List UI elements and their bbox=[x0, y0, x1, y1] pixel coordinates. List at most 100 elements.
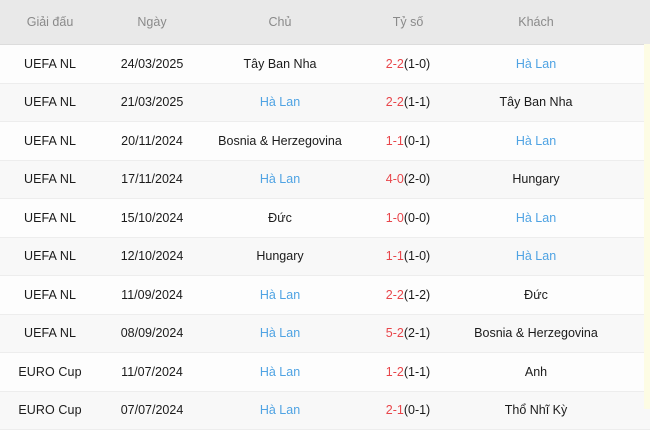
cell-corners: 3-7(0-4) bbox=[612, 391, 650, 430]
cell-date: 08/09/2024 bbox=[100, 314, 204, 353]
home-team-name: Hà Lan bbox=[259, 95, 301, 110]
home-team-name: Hà Lan bbox=[259, 364, 301, 379]
table-header: Giải đấu Ngày Chủ Tỷ số Khách Phạt góc bbox=[0, 0, 650, 45]
score-halftime: (1-2) bbox=[403, 287, 431, 302]
table-row[interactable]: UEFA NL 08/09/2024 Hà Lan 5-2(2-1) Bosnia & … bbox=[0, 314, 650, 353]
cell-score: 1-1(0-1) bbox=[356, 121, 460, 161]
away-team-name: Anh bbox=[524, 364, 548, 379]
cell-date: 24/03/2025 bbox=[100, 44, 204, 84]
away-team-name: Bosnia & Herzegovina bbox=[474, 326, 598, 341]
away-team-name: Đức bbox=[524, 287, 548, 302]
home-team-name: Tây Ban Nha bbox=[243, 56, 317, 71]
cell-home-team: Hà Lan bbox=[204, 83, 356, 122]
column-header-date: Ngày bbox=[100, 0, 204, 45]
cell-score: 2-1(0-1) bbox=[356, 391, 460, 430]
score-halftime: (1-0) bbox=[403, 56, 431, 71]
cell-score: 1-0(0-0) bbox=[356, 198, 460, 238]
cell-date: 07/07/2024 bbox=[100, 391, 204, 430]
score-halftime: (0-1) bbox=[403, 133, 431, 148]
cell-score: 2-2(1-1) bbox=[356, 83, 460, 122]
score-halftime: (0-0) bbox=[403, 210, 431, 225]
table-row[interactable]: UEFA NL 20/11/2024 Bosnia & Herzegovina 1-1… bbox=[0, 121, 650, 161]
score-fulltime: 2-2 bbox=[385, 95, 404, 110]
score-fulltime: 2-2 bbox=[385, 287, 404, 302]
table-header-row: Giải đấu Ngày Chủ Tỷ số Khách Phạt góc bbox=[0, 0, 650, 45]
home-team-name: Bosnia & Herzegovina bbox=[218, 133, 342, 148]
score-fulltime: 2-2 bbox=[385, 56, 404, 71]
cell-corners: 3-0(1-0) bbox=[612, 352, 650, 392]
score-fulltime: 2-1 bbox=[385, 403, 404, 418]
cell-league: UEFA NL bbox=[0, 121, 100, 161]
home-team-name: Hà Lan bbox=[259, 403, 301, 418]
cell-score: 5-2(2-1) bbox=[356, 314, 460, 353]
column-header-away: Khách bbox=[460, 0, 612, 45]
cell-away-team: Thổ Nhĩ Kỳ bbox=[460, 391, 612, 430]
cell-date: 21/03/2025 bbox=[100, 83, 204, 122]
cell-home-team: Hà Lan bbox=[204, 391, 356, 430]
cell-league: UEFA NL bbox=[0, 198, 100, 238]
cell-score: 1-1(1-0) bbox=[356, 237, 460, 276]
cell-date: 11/07/2024 bbox=[100, 352, 204, 392]
cell-corners: 10-1(5-0) bbox=[612, 314, 650, 353]
away-team-name: Hà Lan bbox=[515, 210, 557, 225]
cell-league: UEFA NL bbox=[0, 160, 100, 199]
home-team-name: Đức bbox=[268, 210, 292, 225]
cell-date: 20/11/2024 bbox=[100, 121, 204, 161]
table-row[interactable]: UEFA NL 21/03/2025 Hà Lan 2-2(1-1) Tây Ban N… bbox=[0, 83, 650, 122]
cell-score: 1-2(1-1) bbox=[356, 352, 460, 392]
score-halftime: (0-1) bbox=[403, 403, 431, 418]
score-fulltime: 1-1 bbox=[385, 249, 404, 264]
score-fulltime: 5-2 bbox=[385, 326, 404, 341]
cell-away-team: Tây Ban Nha bbox=[460, 83, 612, 122]
cell-league: UEFA NL bbox=[0, 314, 100, 353]
cell-home-team: Hungary bbox=[204, 237, 356, 276]
cell-home-team: Hà Lan bbox=[204, 275, 356, 315]
home-team-name: Hungary bbox=[256, 249, 304, 264]
away-team-name: Hà Lan bbox=[515, 56, 557, 71]
column-header-corners: Phạt góc bbox=[612, 0, 650, 45]
cell-date: 15/10/2024 bbox=[100, 198, 204, 238]
cell-date: 17/11/2024 bbox=[100, 160, 204, 199]
score-fulltime: 4-0 bbox=[385, 172, 404, 187]
table-row[interactable]: UEFA NL 24/03/2025 Tây Ban Nha 2-2(1-0) Hà L… bbox=[0, 44, 650, 84]
away-team-name: Hà Lan bbox=[515, 249, 557, 264]
cell-away-team: Hà Lan bbox=[460, 198, 612, 238]
home-team-name: Hà Lan bbox=[259, 287, 301, 302]
cell-away-team: Anh bbox=[460, 352, 612, 392]
score-halftime: (1-1) bbox=[403, 364, 431, 379]
cell-corners: 2-5(2-2) bbox=[612, 237, 650, 276]
cell-date: 12/10/2024 bbox=[100, 237, 204, 276]
home-team-name: Hà Lan bbox=[259, 172, 301, 187]
score-halftime: (1-0) bbox=[403, 249, 431, 264]
cell-home-team: Đức bbox=[204, 198, 356, 238]
cell-corners: 2-4(1-0) bbox=[612, 83, 650, 122]
table-row[interactable]: EURO Cup 07/07/2024 Hà Lan 2-1(0-1) Thổ Nhĩ … bbox=[0, 391, 650, 430]
cell-score: 4-0(2-0) bbox=[356, 160, 460, 199]
cell-corners: 7-10(4-5) bbox=[612, 275, 650, 315]
cell-home-team: Hà Lan bbox=[204, 160, 356, 199]
cell-home-team: Hà Lan bbox=[204, 352, 356, 392]
cell-league: EURO Cup bbox=[0, 391, 100, 430]
score-fulltime: 1-1 bbox=[385, 133, 404, 148]
score-halftime: (2-1) bbox=[403, 326, 431, 341]
cell-home-team: Tây Ban Nha bbox=[204, 44, 356, 84]
score-halftime: (1-1) bbox=[403, 95, 431, 110]
cell-away-team: Hà Lan bbox=[460, 121, 612, 161]
away-team-name: Thổ Nhĩ Kỳ bbox=[504, 403, 568, 418]
cell-league: UEFA NL bbox=[0, 83, 100, 122]
table-body: UEFA NL 24/03/2025 Tây Ban Nha 2-2(1-0) Hà L… bbox=[0, 44, 650, 430]
cell-home-team: Bosnia & Herzegovina bbox=[204, 121, 356, 161]
score-halftime: (2-0) bbox=[403, 172, 431, 187]
cell-league: UEFA NL bbox=[0, 44, 100, 84]
cell-corners: 4-2(1-1) bbox=[612, 44, 650, 84]
cell-score: 2-2(1-0) bbox=[356, 44, 460, 84]
cell-home-team: Hà Lan bbox=[204, 314, 356, 353]
score-fulltime: 1-2 bbox=[385, 364, 404, 379]
